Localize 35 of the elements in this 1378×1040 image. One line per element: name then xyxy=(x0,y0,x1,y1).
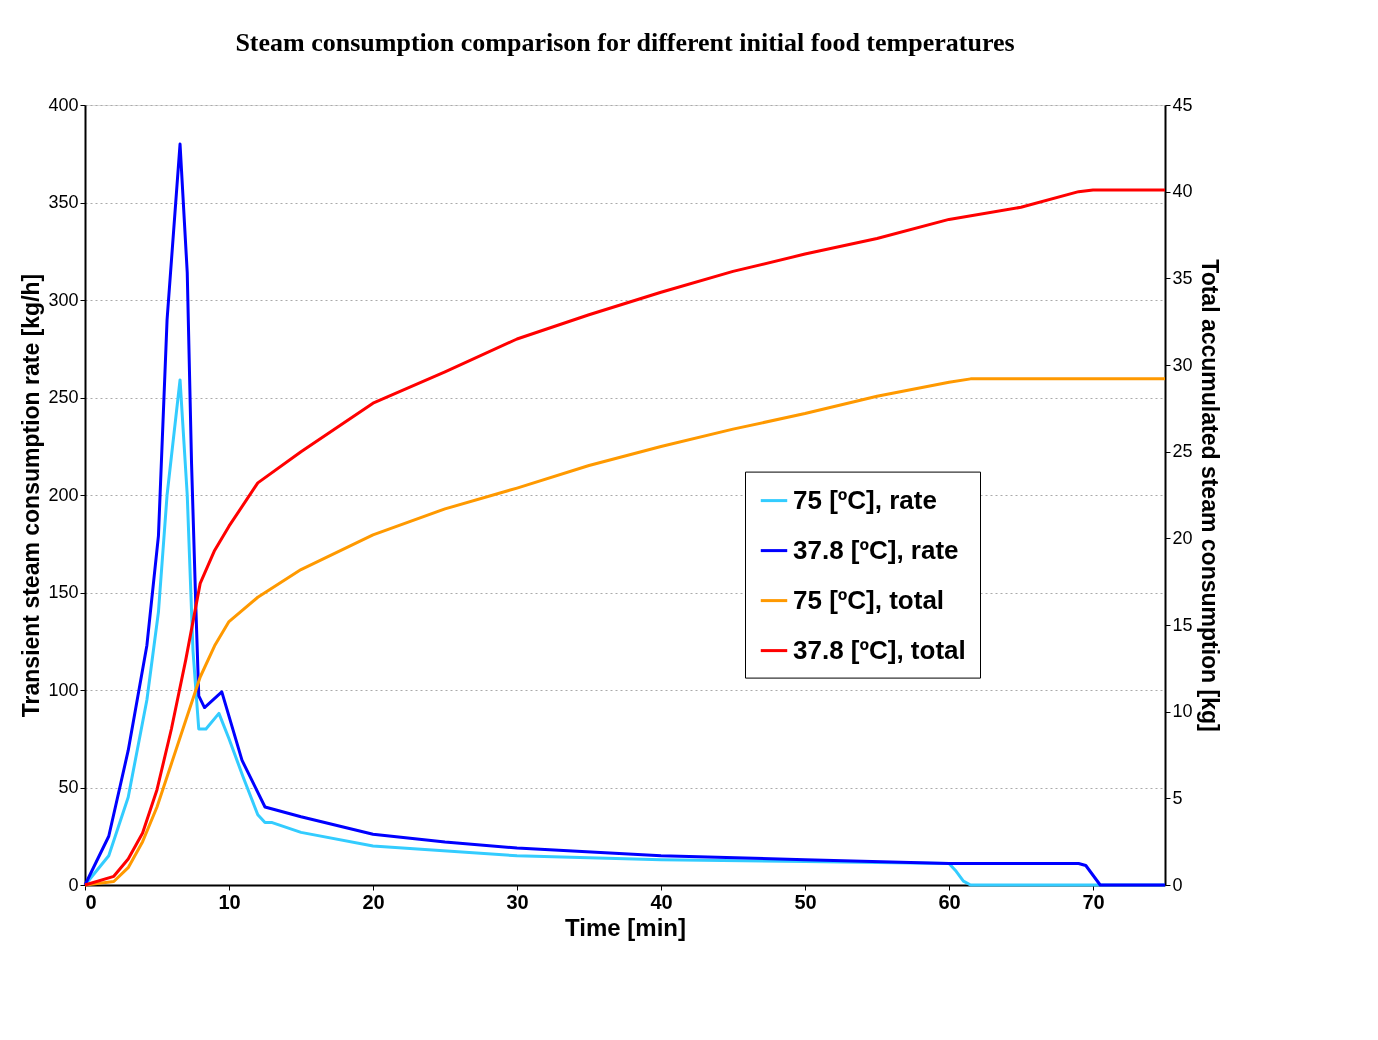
legend-label: 75 [ºC], total xyxy=(793,584,945,615)
y-tick-label: 250 xyxy=(48,387,79,407)
x-tick-label: 20 xyxy=(362,890,385,913)
x-axis-title: Time [min] xyxy=(565,913,686,941)
y2-tick-label: 35 xyxy=(1172,267,1193,288)
y2-tick-label: 45 xyxy=(1172,94,1193,115)
legend-label: 37.8 [ºC], total xyxy=(793,634,966,665)
legend-label: 75 [ºC], rate xyxy=(793,484,937,515)
y2-tick-label: 5 xyxy=(1172,787,1183,808)
chart-title: Steam consumption comparison for different initial food temperatures xyxy=(235,28,1015,57)
x-tick-label: 30 xyxy=(506,890,529,913)
y-tick-label: 200 xyxy=(48,484,79,505)
y2-tick-label: 25 xyxy=(1172,441,1193,462)
y-tick-label: 350 xyxy=(48,192,79,212)
y-tick-label: 50 xyxy=(58,777,79,797)
x-tick-label: 70 xyxy=(1082,890,1105,913)
y-axis-title: Transient steam consumption rate [kg/h] xyxy=(18,273,45,718)
y2-tick-label: 15 xyxy=(1172,614,1193,635)
y-tick-label: 0 xyxy=(68,874,79,895)
x-tick-label: 10 xyxy=(218,890,241,913)
x-tick-label: 40 xyxy=(650,890,673,913)
y-tick-label: 400 xyxy=(48,94,79,115)
y2-axis-title: Total accumulated steam consumption [kg] xyxy=(1196,259,1223,732)
y2-tick-label: 40 xyxy=(1172,181,1193,202)
x-tick-label: 50 xyxy=(794,890,817,913)
x-tick-label: 0 xyxy=(85,890,97,913)
y2-tick-label: 30 xyxy=(1172,354,1193,375)
y-tick-label: 100 xyxy=(48,679,79,700)
y2-tick-label: 20 xyxy=(1172,527,1193,548)
y2-tick-label: 0 xyxy=(1172,874,1183,895)
y-tick-label: 150 xyxy=(48,582,79,602)
legend-label: 37.8 [ºC], rate xyxy=(793,534,959,565)
y-tick-label: 300 xyxy=(48,289,79,310)
x-tick-label: 60 xyxy=(938,890,961,913)
y2-tick-label: 10 xyxy=(1172,701,1193,722)
